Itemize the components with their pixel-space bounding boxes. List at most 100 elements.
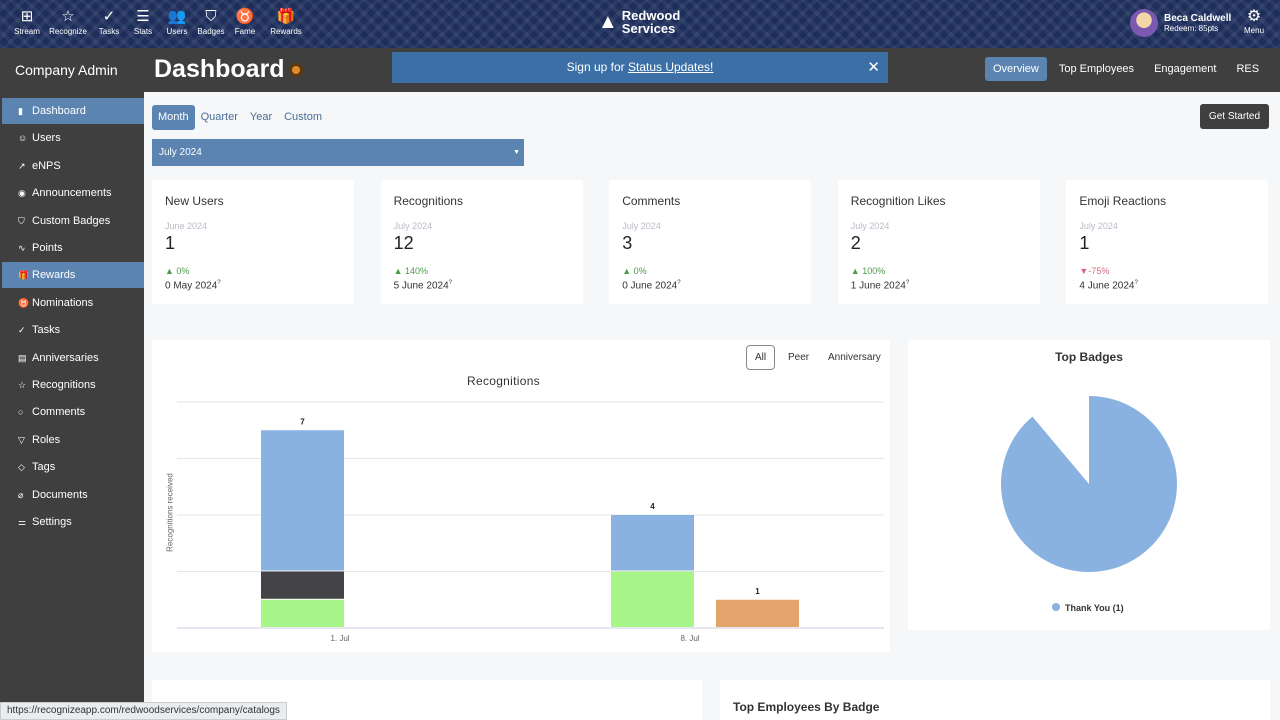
broadcast-icon: ◉ [18, 188, 26, 199]
nav-label: Stats [133, 27, 153, 36]
nav-label: Tasks [98, 27, 120, 36]
pie-legend-item[interactable]: Thank You (1) [1052, 603, 1124, 613]
filter-peer-button[interactable]: Peer [788, 352, 810, 363]
list-icon: ☰ [136, 8, 150, 25]
nav-tasks[interactable]: ✓ Tasks [92, 7, 126, 36]
sidebar-item-comments[interactable]: ○ Comments [2, 399, 144, 425]
filter-anniversary-button[interactable]: Anniversary [828, 352, 881, 363]
bar-segment[interactable] [261, 599, 344, 627]
bar-segment[interactable] [261, 571, 344, 599]
sidebar-item-enps[interactable]: ↗ eNPS [2, 153, 144, 179]
avatar [1130, 9, 1158, 37]
bar-segment[interactable] [261, 430, 344, 571]
sidebar-item-tasks[interactable]: ✓ Tasks [2, 317, 144, 343]
month-select[interactable]: July 2024 ▼ [152, 139, 524, 166]
bar-segment[interactable] [716, 599, 799, 627]
sidebar-item-settings[interactable]: ⚌ Settings [2, 509, 144, 535]
bar-segment[interactable] [611, 515, 694, 571]
nav-users[interactable]: 👥 Users [160, 7, 194, 36]
filter-all-button[interactable]: All [746, 345, 776, 370]
get-started-button[interactable]: Get Started [1200, 104, 1269, 129]
nav-fame[interactable]: ♉ Fame [228, 7, 262, 36]
sidebar-item-roles[interactable]: ▽ Roles [2, 427, 144, 453]
star-icon: ☆ [18, 380, 27, 390]
sidebar-item-dashboard[interactable]: ▮ Dashboard [2, 98, 144, 124]
tab-res[interactable]: RES [1236, 63, 1260, 75]
gift-icon: 🎁 [276, 8, 296, 25]
stat-previous: 1 June 2024? [851, 280, 909, 291]
sidebar-item-announcements[interactable]: ◉ Announcements [2, 180, 144, 206]
stat-value: 12 [393, 233, 414, 253]
stat-previous: 0 June 2024? [622, 280, 680, 291]
stat-title: Recognitions [393, 194, 463, 208]
stat-previous-value: 1 June 2024 [850, 280, 906, 292]
sidebar: ▮ Dashboard ☺ Users ↗ eNPS ◉ Announcements ⛉ Cust… [0, 92, 144, 720]
nav-label: Fame [234, 27, 256, 36]
status-updates-link[interactable]: Status Updates! [627, 60, 714, 74]
period-month-button[interactable]: Month [152, 105, 195, 130]
shield-icon: ⛉ [205, 8, 217, 25]
period-year-button[interactable]: Year [249, 111, 273, 123]
star-icon: ☆ [61, 8, 75, 25]
legend-label: Thank You (1) [1065, 603, 1124, 613]
nav-badges[interactable]: ⛉ Badges [194, 7, 228, 36]
pie-slice[interactable] [1001, 396, 1177, 572]
user-icon: ☺ [18, 133, 28, 144]
stat-value: 1 [165, 233, 176, 253]
sliders-icon: ⚌ [18, 517, 27, 527]
sidebar-item-documents[interactable]: ⌀ Documents [2, 482, 144, 508]
nav-rewards[interactable]: 🎁 Rewards [262, 7, 310, 36]
stat-value: 3 [622, 233, 633, 253]
nav-stream[interactable]: ⊞ Stream [10, 7, 44, 36]
data-label: 7 [300, 417, 305, 426]
nav-label: Stream [14, 27, 40, 36]
data-label: 1 [755, 587, 760, 596]
stat-value: 2 [850, 233, 861, 253]
arrow-up-icon: ▲ [622, 266, 634, 276]
chart-title: Recognitions [467, 374, 540, 388]
period-buttons: Month Quarter Year Custom [152, 105, 328, 130]
stat-card: Recognition Likes July 2024 2 ▲ 100% 1 June … [837, 180, 1040, 304]
tab-top-employees[interactable]: Top Employees [1058, 63, 1135, 75]
tab-engagement[interactable]: Engagement [1154, 63, 1217, 75]
stat-change-value: 140% [405, 266, 429, 276]
info-icon[interactable]: ? [448, 280, 452, 286]
sidebar-item-label: eNPS [32, 159, 61, 172]
top-employees-by-badge-panel: Top Employees By Badge [720, 680, 1270, 720]
stat-previous-value: 5 June 2024 [393, 280, 449, 292]
filter-icon: ▽ [18, 434, 25, 445]
sidebar-item-points[interactable]: ∿ Points [2, 235, 144, 261]
status-dot-icon [288, 62, 303, 77]
nav-recognize[interactable]: ☆ Recognize [44, 7, 92, 36]
user-points: Redeem: 85pts [1164, 24, 1219, 33]
caret-down-icon: ▼ [513, 149, 520, 156]
legend-dot-icon [1052, 603, 1060, 611]
user-profile[interactable]: Beca Caldwell Redeem: 85pts [1130, 9, 1231, 37]
status-banner: Sign up for Status Updates! ✕ [392, 52, 888, 83]
sidebar-item-anniversaries[interactable]: ▤ Anniversaries [2, 345, 144, 371]
sidebar-item-nominations[interactable]: ♉ Nominations [2, 290, 144, 316]
sidebar-item-users[interactable]: ☺ Users [2, 125, 144, 151]
company-logo[interactable]: ▲ Redwood Services [598, 9, 680, 35]
nav-label: Rewards [270, 27, 302, 36]
sidebar-item-custom-badges[interactable]: ⛉ Custom Badges [2, 208, 144, 234]
nav-label: Users [166, 27, 188, 36]
sidebar-item-tags[interactable]: ◇ Tags [2, 454, 144, 480]
info-icon[interactable]: ? [217, 280, 221, 286]
sidebar-item-recognitions[interactable]: ☆ Recognitions [2, 372, 144, 398]
menu-button[interactable]: ⚙ Menu [1244, 8, 1264, 35]
sidebar-item-rewards[interactable]: 🎁 Rewards [2, 262, 144, 289]
award-icon: ♉ [235, 8, 255, 25]
logo-line2: Services [621, 21, 676, 36]
close-icon[interactable]: ✕ [867, 59, 880, 76]
sidebar-item-label: Rewards [32, 269, 76, 282]
period-custom-button[interactable]: Custom [284, 111, 323, 123]
period-quarter-button[interactable]: Quarter [200, 111, 238, 123]
info-icon[interactable]: ? [905, 280, 910, 286]
bar-segment[interactable] [611, 571, 694, 628]
info-icon[interactable]: ? [677, 280, 681, 286]
nav-stats[interactable]: ☰ Stats [126, 7, 160, 36]
info-icon[interactable]: ? [1134, 280, 1138, 286]
tab-overview[interactable]: Overview [985, 57, 1047, 81]
stat-previous-value: 0 June 2024 [622, 280, 678, 292]
